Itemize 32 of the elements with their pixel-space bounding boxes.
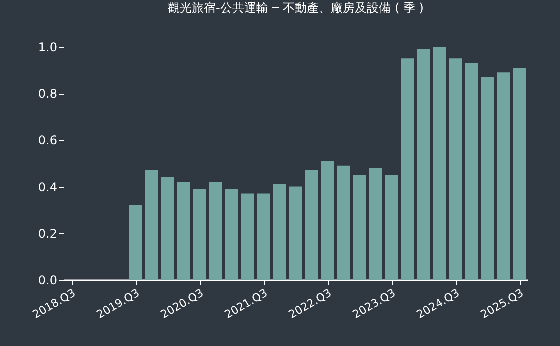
bar — [418, 49, 430, 280]
y-tick-label: 0.6 — [38, 134, 58, 148]
y-tick-label: 1.0 — [38, 40, 58, 54]
y-tick-label: 0.0 — [38, 274, 58, 288]
bar — [306, 170, 318, 280]
bar — [178, 182, 190, 280]
bar — [450, 58, 462, 280]
bar — [194, 189, 206, 280]
y-tick-label: 0.4 — [38, 180, 58, 194]
bar — [482, 77, 494, 280]
bar — [354, 175, 366, 280]
bar — [466, 63, 478, 280]
chart-title: 觀光旅宿-公共運輸 ─ 不動產、廠房及設備 ( 季 ) — [168, 1, 424, 15]
bar — [210, 182, 222, 280]
bar — [370, 168, 382, 280]
y-tick-label: 0.2 — [38, 226, 58, 241]
bar — [258, 194, 270, 280]
bar — [274, 184, 286, 280]
y-tick-label: 0.8 — [38, 87, 58, 102]
bar — [402, 58, 414, 280]
bar — [434, 47, 446, 280]
bar — [290, 186, 302, 280]
bar — [338, 166, 350, 280]
bar — [514, 68, 526, 280]
bar — [146, 170, 158, 280]
bar — [242, 194, 254, 280]
bar — [498, 72, 510, 280]
bar — [226, 189, 238, 280]
bar — [386, 175, 398, 280]
bar — [322, 161, 334, 280]
bar — [162, 177, 174, 280]
bar — [130, 205, 142, 280]
